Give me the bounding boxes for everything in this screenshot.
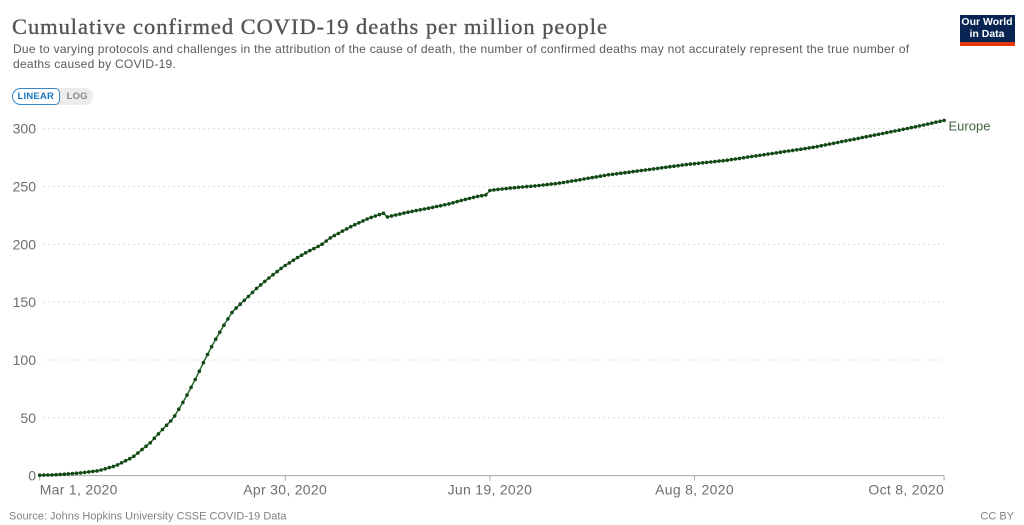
- svg-text:100: 100: [13, 352, 37, 368]
- svg-text:0: 0: [28, 468, 36, 484]
- svg-text:Source: Johns Hopkins Universi: Source: Johns Hopkins University CSSE CO…: [9, 511, 287, 523]
- svg-text:Mar 1, 2020: Mar 1, 2020: [40, 482, 118, 498]
- svg-text:150: 150: [13, 294, 37, 310]
- svg-text:50: 50: [20, 410, 36, 426]
- svg-text:300: 300: [13, 121, 37, 137]
- svg-text:CC BY: CC BY: [980, 511, 1014, 523]
- svg-text:Aug 8, 2020: Aug 8, 2020: [655, 482, 734, 498]
- svg-text:Oct 8, 2020: Oct 8, 2020: [868, 482, 944, 498]
- svg-text:Apr 30, 2020: Apr 30, 2020: [243, 482, 327, 498]
- svg-text:Jun 19, 2020: Jun 19, 2020: [448, 482, 533, 498]
- svg-text:250: 250: [13, 179, 37, 195]
- svg-text:200: 200: [13, 236, 37, 252]
- svg-text:Europe: Europe: [949, 119, 991, 134]
